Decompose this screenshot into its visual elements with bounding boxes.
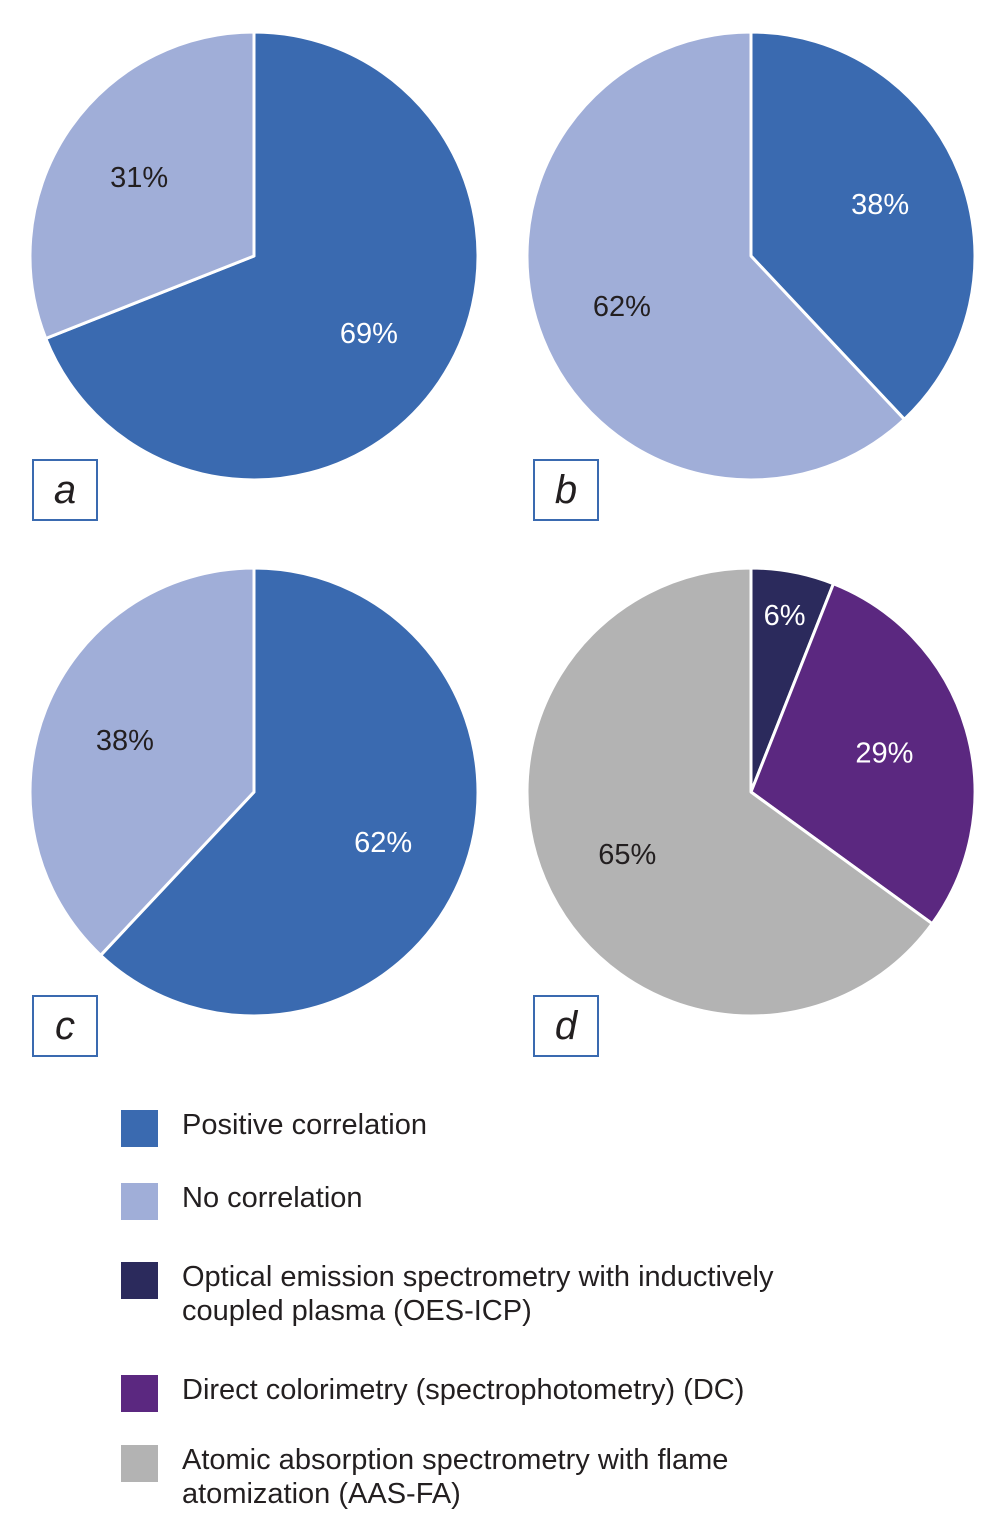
panel-label-b: b <box>533 459 599 521</box>
pie-slice-c-0 <box>99 566 480 1018</box>
legend-label: Atomic absorption spectrometry with flam… <box>182 1444 729 1510</box>
legend-swatch <box>121 1375 158 1412</box>
legend-item-no-correlation: No correlation <box>121 1181 942 1220</box>
legend-label: Optical emission spectrometry with induc… <box>182 1261 774 1327</box>
legend-item-positive-correlation: Positive correlation <box>121 1108 942 1147</box>
legend-swatch <box>121 1262 158 1299</box>
slice-label-a-1: 31% <box>110 162 168 194</box>
slice-label-c-1: 38% <box>96 725 154 757</box>
legend-item-oes-icp: Optical emission spectrometry with induc… <box>121 1260 882 1328</box>
pie-slice-a-1 <box>28 30 256 340</box>
legend-label: Positive correlation <box>182 1109 427 1141</box>
panel-label-d: d <box>533 995 599 1057</box>
pie-chart-d: 6% 29% 65% <box>525 566 977 1018</box>
legend-item-aas-fa: Atomic absorption spectrometry with flam… <box>121 1443 842 1511</box>
legend-swatch <box>121 1183 158 1220</box>
pie-chart-b: 38% 62% <box>525 30 977 482</box>
pie-chart-c: 62% 38% <box>28 566 480 1018</box>
legend-item-dc: Direct colorimetry (spectrophotometry) (… <box>121 1373 942 1412</box>
pie-slice-d-1 <box>749 582 977 926</box>
slice-label-d-2: 65% <box>598 839 656 871</box>
panel-label-a: a <box>32 459 98 521</box>
pie-slice-b-1 <box>525 30 906 482</box>
pie-chart-a: 69% 31% <box>28 30 480 482</box>
legend-label: Direct colorimetry (spectrophotometry) (… <box>182 1374 745 1406</box>
slice-label-b-1: 62% <box>593 291 651 323</box>
pie-slice-c-1 <box>28 566 256 957</box>
panel-label-c: c <box>32 995 98 1057</box>
slice-label-c-0: 62% <box>354 827 412 859</box>
pie-charts: 69% 31% 38% 62% 62% 38% 6% 29% 65% <box>28 30 977 1018</box>
pie-slice-a-0 <box>44 30 480 482</box>
slice-label-a-0: 69% <box>340 318 398 350</box>
slice-label-b-0: 38% <box>851 189 909 221</box>
legend-swatch <box>121 1110 158 1147</box>
slice-label-d-0: 6% <box>764 600 806 632</box>
legend-swatch <box>121 1445 158 1482</box>
legend-label: No correlation <box>182 1182 363 1214</box>
slice-label-d-1: 29% <box>855 737 913 769</box>
pie-slice-b-0 <box>749 30 977 421</box>
pie-slice-d-2 <box>525 566 934 1018</box>
